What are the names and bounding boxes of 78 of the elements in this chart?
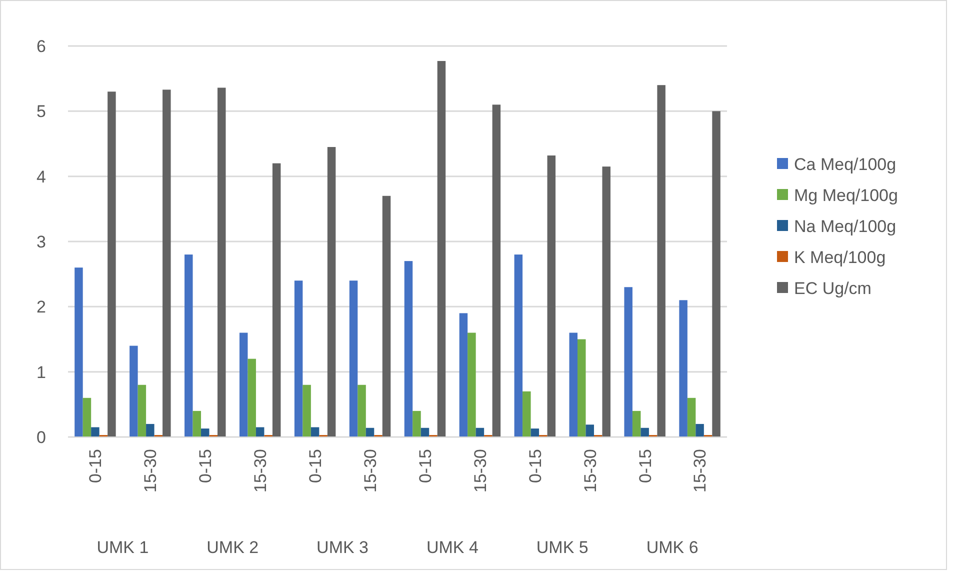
bar [468, 332, 476, 437]
bar [632, 410, 641, 437]
bar [162, 90, 171, 437]
bar [184, 254, 193, 437]
legend-label: Ca Meq/100g [794, 154, 896, 174]
bar [404, 261, 413, 437]
bar [358, 384, 366, 437]
bar [302, 384, 311, 437]
bar [272, 163, 281, 437]
bar [82, 398, 92, 437]
bar [74, 268, 83, 437]
x-tick-label: 0-15 [196, 449, 216, 484]
bar [522, 391, 531, 437]
bar [91, 427, 100, 437]
bar [624, 287, 632, 437]
y-tick-label: 4 [36, 167, 46, 186]
bar [696, 424, 704, 437]
legend-label: Na Meq/100g [794, 216, 896, 236]
text: UMK 1 [96, 538, 149, 557]
legend-label: Mg Meq/100g [794, 186, 898, 205]
bar [437, 60, 446, 437]
bar [146, 424, 154, 437]
bar [547, 155, 556, 437]
bar [530, 428, 540, 437]
bar [712, 111, 720, 437]
bar [476, 428, 484, 437]
bar [294, 280, 303, 437]
bar [366, 428, 374, 437]
bar [382, 196, 391, 437]
bar [687, 398, 696, 437]
x-tick-label: 15-30 [580, 449, 600, 492]
x-tick-label: 15-30 [470, 449, 490, 492]
bar [420, 428, 430, 437]
bar [586, 424, 594, 437]
bar [108, 92, 116, 437]
bar [218, 88, 226, 437]
x-tick-label: 0-15 [86, 449, 106, 484]
bar [657, 85, 666, 437]
bar [310, 427, 320, 437]
x-tick-label: 0-15 [636, 449, 655, 484]
bar [578, 339, 586, 437]
x-tick-label: 15-30 [360, 449, 380, 492]
bar [327, 147, 336, 437]
bar [492, 104, 501, 437]
bar [201, 428, 210, 437]
x-tick-label: 0-15 [416, 449, 435, 484]
x-tick-label: 15-30 [141, 449, 160, 492]
bar [349, 280, 358, 437]
text: UMK 3 [316, 538, 369, 557]
x-tick-label: 15-30 [251, 449, 270, 492]
legend-label: EC Ug/cm [794, 278, 872, 298]
bar [248, 358, 256, 437]
bar [602, 166, 610, 437]
text: UMK 2 [206, 538, 259, 557]
bar [239, 332, 248, 437]
text: UMK 4 [426, 538, 478, 557]
y-tick-label: 0 [36, 428, 46, 447]
bar [256, 427, 264, 437]
y-tick-label: 1 [36, 362, 46, 382]
x-tick-label: 15-30 [690, 449, 710, 492]
bar [679, 300, 688, 437]
bar [138, 384, 146, 437]
bar [192, 410, 202, 437]
bar [459, 313, 468, 437]
y-tick-label: 2 [36, 298, 46, 317]
bar [569, 332, 578, 437]
text: UMK 6 [646, 538, 698, 557]
x-tick-label: 0-15 [306, 449, 326, 484]
x-tick-label: 0-15 [526, 449, 545, 484]
bar [640, 428, 649, 437]
bar [412, 410, 421, 437]
bar [130, 346, 138, 437]
y-tick-label: 6 [36, 36, 46, 56]
text: UMK 5 [536, 538, 588, 557]
y-tick-label: 3 [36, 232, 46, 252]
bar [514, 254, 523, 437]
y-tick-label: 5 [36, 102, 46, 122]
legend-label: K Meq/100g [794, 248, 886, 267]
